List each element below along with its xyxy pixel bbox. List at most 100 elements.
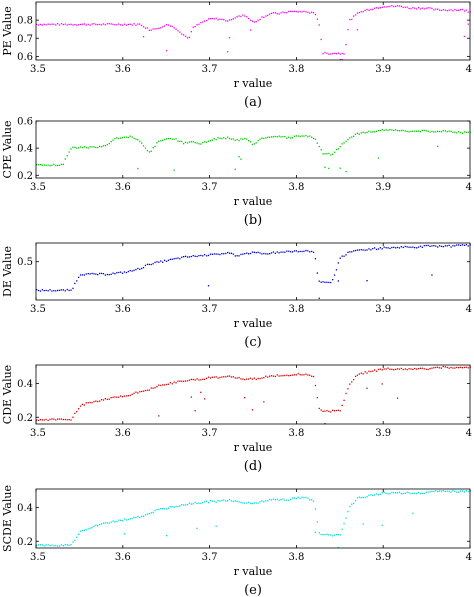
data-point <box>139 268 141 270</box>
data-point <box>461 490 464 492</box>
data-point <box>99 145 101 147</box>
data-point <box>150 29 152 31</box>
data-point <box>333 534 336 536</box>
data-point <box>421 7 423 9</box>
data-point <box>83 404 85 406</box>
data-point <box>183 143 185 145</box>
data-point <box>387 247 389 249</box>
outlier-point <box>207 285 210 287</box>
data-point <box>364 9 366 11</box>
data-point <box>465 490 467 492</box>
data-point <box>444 130 446 132</box>
data-point <box>188 36 191 38</box>
data-point <box>129 269 131 272</box>
data-point <box>379 368 381 370</box>
data-point <box>288 136 290 138</box>
data-point <box>129 394 131 397</box>
data-point <box>230 376 233 378</box>
data-point <box>391 246 393 249</box>
data-point <box>232 138 234 140</box>
data-point <box>272 12 275 14</box>
data-point <box>265 137 267 139</box>
data-point <box>385 247 387 249</box>
data-point <box>456 244 458 246</box>
data-point <box>173 138 175 140</box>
data-point <box>238 255 240 257</box>
data-point <box>43 164 45 166</box>
data-point <box>297 135 299 137</box>
data-point <box>393 5 395 8</box>
data-point <box>194 255 196 257</box>
data-point <box>272 251 275 253</box>
data-point <box>83 274 85 276</box>
data-point <box>303 497 305 499</box>
data-point <box>358 496 360 498</box>
data-point <box>246 252 248 254</box>
data-point <box>116 396 118 398</box>
y-axis-label: PE Value <box>1 6 14 56</box>
data-point <box>446 490 448 492</box>
data-point <box>121 520 124 522</box>
data-point <box>135 138 137 140</box>
data-point <box>184 141 187 143</box>
data-point <box>152 511 154 514</box>
data-point <box>372 8 374 10</box>
data-point <box>184 255 187 257</box>
data-point <box>68 289 70 292</box>
data-point <box>274 499 276 501</box>
data-point <box>104 522 106 524</box>
data-point <box>463 366 466 369</box>
data-point <box>97 274 99 276</box>
data-point <box>303 250 305 252</box>
data-point <box>165 24 168 26</box>
data-point <box>206 500 208 502</box>
data-point <box>414 7 416 9</box>
data-point <box>343 255 345 257</box>
data-point <box>79 146 82 148</box>
data-point <box>171 383 173 385</box>
data-point <box>463 491 466 493</box>
data-point <box>104 398 106 400</box>
data-point <box>427 7 429 9</box>
data-point <box>312 12 315 14</box>
data-point <box>318 145 320 148</box>
data-point <box>154 28 156 30</box>
data-point <box>51 418 53 420</box>
data-point <box>438 245 441 247</box>
data-point <box>95 400 97 402</box>
data-point <box>167 137 170 140</box>
data-point <box>322 53 324 55</box>
data-point <box>385 492 387 494</box>
data-point <box>349 251 351 253</box>
data-point <box>408 368 410 370</box>
data-point <box>181 33 183 35</box>
data-point <box>379 7 381 9</box>
data-point <box>349 505 351 508</box>
data-point <box>106 144 108 146</box>
data-point <box>114 273 116 275</box>
data-point <box>374 247 376 249</box>
data-point <box>72 287 74 289</box>
data-point <box>163 508 166 510</box>
data-point <box>459 131 462 134</box>
data-point <box>345 254 347 256</box>
data-point <box>406 491 408 493</box>
data-point <box>370 9 372 11</box>
data-point <box>456 491 458 493</box>
data-point <box>114 138 116 140</box>
outlier-point <box>396 397 399 399</box>
data-point <box>72 146 74 148</box>
data-point <box>324 153 326 155</box>
data-point <box>389 493 391 495</box>
data-point <box>381 6 383 8</box>
data-point <box>381 369 383 371</box>
data-point <box>55 419 57 421</box>
data-point <box>133 137 135 139</box>
data-point <box>225 376 227 378</box>
data-point <box>354 375 357 377</box>
data-point <box>395 129 397 131</box>
data-point <box>131 393 133 395</box>
data-point <box>43 290 45 292</box>
data-point <box>221 499 223 502</box>
data-point <box>364 371 366 373</box>
